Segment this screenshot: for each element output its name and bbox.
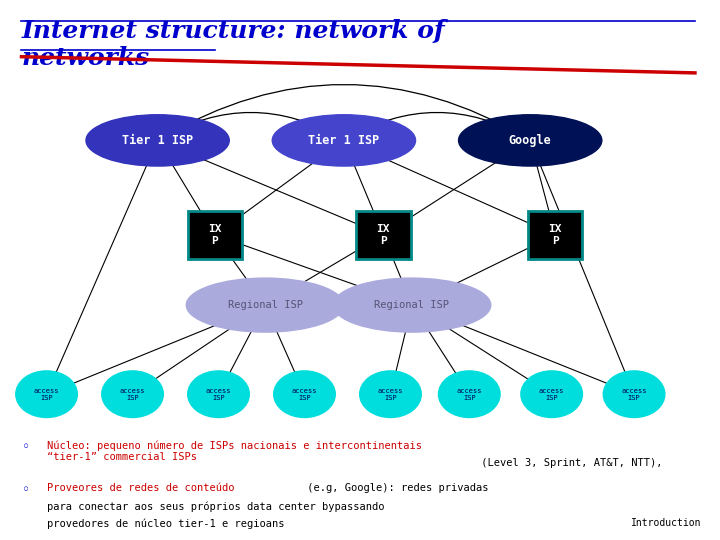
Text: ◦: ◦ bbox=[22, 483, 30, 497]
Text: access
ISP: access ISP bbox=[621, 388, 647, 401]
Text: networks: networks bbox=[22, 46, 150, 70]
Text: access
ISP: access ISP bbox=[539, 388, 564, 401]
Text: Regional ISP: Regional ISP bbox=[374, 300, 449, 310]
Ellipse shape bbox=[272, 115, 415, 166]
FancyBboxPatch shape bbox=[188, 211, 242, 259]
Ellipse shape bbox=[438, 372, 500, 417]
FancyArrowPatch shape bbox=[160, 112, 341, 139]
Text: provedores de núcleo tier-1 e regioans: provedores de núcleo tier-1 e regioans bbox=[47, 518, 284, 529]
Text: IX
P: IX P bbox=[208, 224, 222, 246]
Text: access
ISP: access ISP bbox=[34, 388, 59, 401]
Text: access
ISP: access ISP bbox=[378, 388, 403, 401]
Text: (Level 3, Sprint, AT&T, NTT),: (Level 3, Sprint, AT&T, NTT), bbox=[475, 458, 662, 468]
Text: IX
P: IX P bbox=[377, 224, 390, 246]
Text: Internet structure: network of: Internet structure: network of bbox=[22, 19, 445, 43]
Ellipse shape bbox=[188, 372, 249, 417]
Ellipse shape bbox=[16, 372, 77, 417]
FancyArrowPatch shape bbox=[346, 112, 528, 139]
Ellipse shape bbox=[274, 372, 335, 417]
Text: IX
P: IX P bbox=[549, 224, 562, 246]
Text: Tier 1 ISP: Tier 1 ISP bbox=[308, 134, 379, 147]
Text: ◦: ◦ bbox=[22, 440, 30, 454]
Ellipse shape bbox=[459, 115, 602, 166]
Ellipse shape bbox=[360, 372, 421, 417]
Text: access
ISP: access ISP bbox=[292, 388, 318, 401]
Text: access
ISP: access ISP bbox=[206, 388, 231, 401]
Text: access
ISP: access ISP bbox=[120, 388, 145, 401]
FancyBboxPatch shape bbox=[356, 211, 410, 259]
FancyArrowPatch shape bbox=[160, 85, 528, 139]
Ellipse shape bbox=[102, 372, 163, 417]
Text: Núcleo: pequeno número de ISPs nacionais e intercontinentais
“tier-1” commercial: Núcleo: pequeno número de ISPs nacionais… bbox=[47, 440, 422, 462]
Ellipse shape bbox=[333, 278, 491, 332]
Text: Google: Google bbox=[509, 134, 552, 147]
Text: Introduction: Introduction bbox=[631, 518, 701, 528]
Text: access
ISP: access ISP bbox=[456, 388, 482, 401]
Ellipse shape bbox=[86, 115, 229, 166]
Ellipse shape bbox=[521, 372, 582, 417]
Text: Proveores de redes de conteúdo: Proveores de redes de conteúdo bbox=[47, 483, 234, 494]
FancyBboxPatch shape bbox=[528, 211, 582, 259]
Ellipse shape bbox=[186, 278, 344, 332]
Text: (e.g, Google): redes privadas: (e.g, Google): redes privadas bbox=[301, 483, 488, 494]
Text: Tier 1 ISP: Tier 1 ISP bbox=[122, 134, 193, 147]
Ellipse shape bbox=[603, 372, 665, 417]
Text: Regional ISP: Regional ISP bbox=[228, 300, 302, 310]
Text: para conectar aos seus próprios data center bypassando: para conectar aos seus próprios data cen… bbox=[47, 501, 384, 511]
